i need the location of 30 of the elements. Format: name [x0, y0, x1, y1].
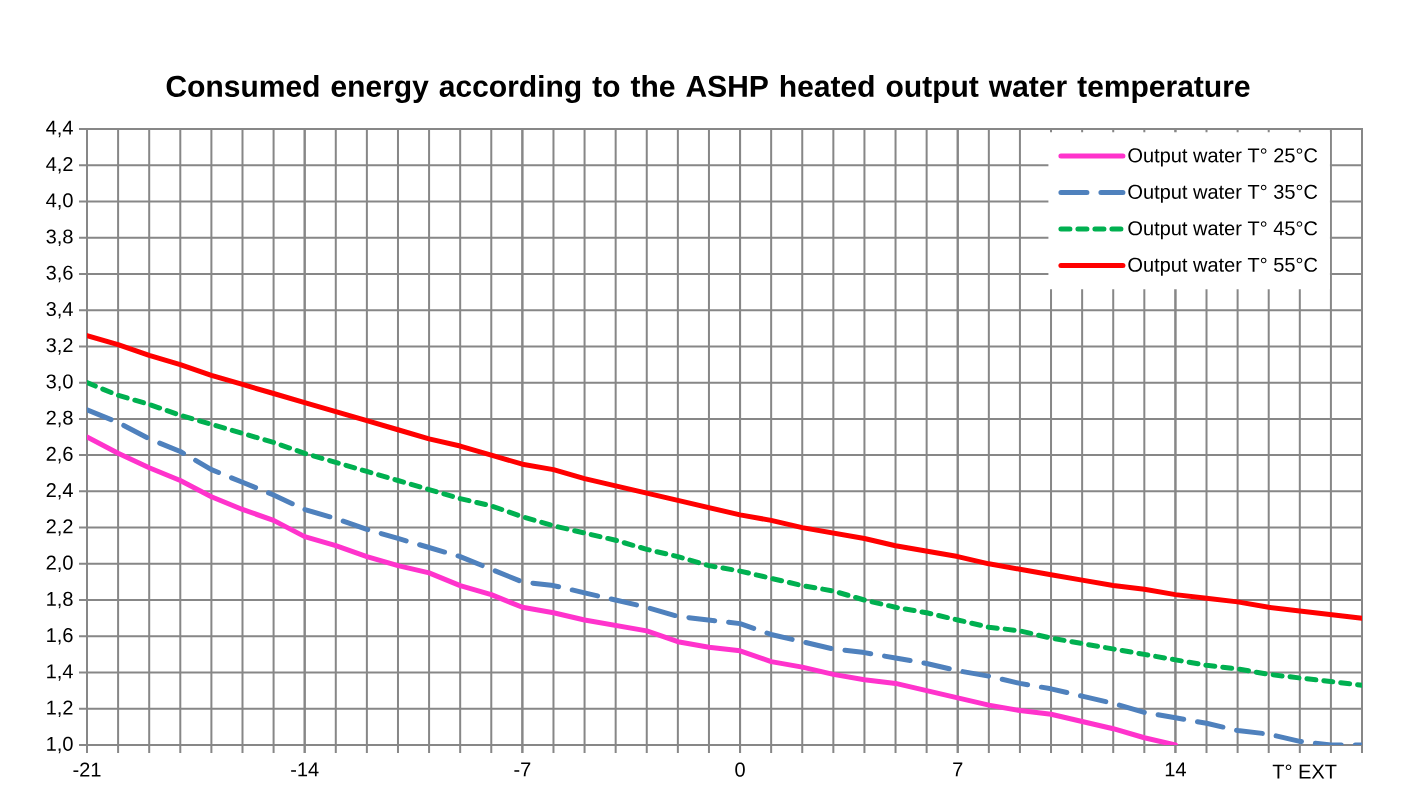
y-tick-label: 3,4 — [46, 301, 73, 319]
legend-label: Output water T° 45°C — [1128, 221, 1318, 240]
x-tick-label: 0 — [735, 762, 745, 777]
y-tick-label: 2,8 — [46, 410, 73, 428]
y-tick-label: 2,0 — [46, 555, 73, 573]
x-tick-label: 14 — [1165, 762, 1186, 777]
y-tick-label: 1,0 — [47, 736, 73, 754]
y-tick-label: 4,2 — [46, 156, 73, 174]
y-tick-label: 3,2 — [46, 338, 73, 355]
y-tick-label: 1,8 — [47, 591, 73, 609]
y-tick-label: 4,4 — [46, 120, 73, 138]
y-tick-label: 2,6 — [46, 446, 73, 464]
chart-title: Consumed energy according to the ASHP heated output water temperature — [166, 74, 1250, 104]
legend-label: Output water T° 55°C — [1128, 257, 1318, 276]
x-axis-title: T° EXT — [1272, 764, 1337, 779]
y-tick-label: 2,4 — [46, 483, 73, 500]
y-tick-label: 4,0 — [46, 193, 73, 210]
y-tick-label: 1,4 — [47, 664, 73, 681]
x-tick-label: -7 — [514, 762, 531, 777]
x-tick-label: 7 — [953, 762, 963, 777]
legend-label: Output water T° 35°C — [1128, 184, 1318, 203]
y-tick-label: 2,2 — [46, 519, 73, 536]
x-tick-label: -14 — [291, 762, 319, 777]
y-tick-label: 3,6 — [46, 265, 73, 283]
y-tick-label: 1,2 — [47, 700, 73, 718]
legend-label: Output water T° 25°C — [1128, 148, 1318, 167]
x-tick-label: -21 — [73, 762, 101, 777]
y-tick-label: 1,6 — [47, 628, 73, 645]
y-tick-label: 3,0 — [46, 374, 73, 391]
y-tick-label: 3,8 — [46, 229, 73, 246]
